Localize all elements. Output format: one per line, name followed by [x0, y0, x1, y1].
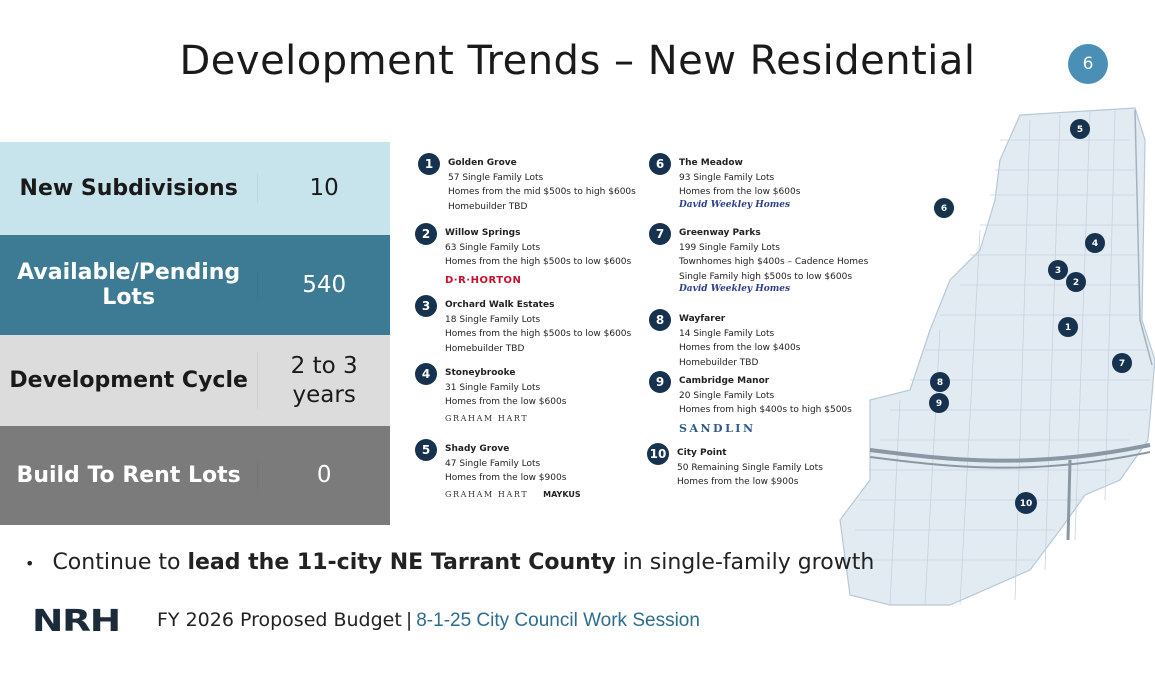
subdivision-detail: 57 Single Family Lots — [448, 172, 544, 183]
subdivision-item: 6 The Meadow 93 Single Family Lots Homes… — [649, 153, 801, 211]
subdivision-name: Golden Grove — [448, 158, 517, 168]
builder-logo: GRAHAM HART — [445, 413, 529, 423]
builder-logos: GRAHAM HART MAYKUS — [445, 488, 581, 503]
subdivision-name: The Meadow — [679, 158, 743, 168]
bullet-text: in single-family growth — [615, 550, 875, 575]
map-marker-badge: 2 — [415, 223, 437, 245]
subdivision-detail: Homes from the low $600s — [445, 397, 567, 407]
subdivision-item: 3 Orchard Walk Estates 18 Single Family … — [415, 295, 632, 356]
subdivision-item: 4 Stoneybrooke 31 Single Family Lots Hom… — [415, 363, 567, 426]
subdivision-item: 8 Wayfarer 14 Single Family Lots Homes f… — [649, 309, 801, 370]
stat-row: New Subdivisions 10 — [0, 142, 390, 235]
svg-text:2: 2 — [1073, 278, 1079, 288]
svg-text:4: 4 — [1092, 239, 1098, 249]
map-marker-badge: 1 — [418, 153, 440, 175]
subdivision-detail: Homes from the mid $500s to high $600s — [448, 187, 636, 197]
summary-bullet: • Continue to lead the 11-city NE Tarrant… — [25, 550, 874, 575]
subdivision-detail: Homes from the high $500s to low $600s — [445, 257, 632, 267]
svg-text:5: 5 — [1077, 125, 1083, 135]
footer-separator: | — [405, 609, 413, 631]
map-marker-badge: 8 — [649, 309, 671, 331]
bullet-emphasis: lead the 11-city NE Tarrant County — [187, 550, 616, 575]
svg-text:1: 1 — [1065, 323, 1071, 333]
subdivision-item: 2 Willow Springs 63 Single Family Lots H… — [415, 223, 632, 288]
subdivision-detail: 199 Single Family Lots — [679, 242, 780, 253]
subdivision-name: Stoneybrooke — [445, 368, 516, 378]
subdivision-detail: Single Family high $500s to low $600s — [679, 271, 853, 282]
stats-table: New Subdivisions 10 Available/Pending Lo… — [0, 142, 390, 525]
subdivision-item: 7 Greenway Parks 199 Single Family Lots … — [649, 223, 869, 295]
subdivision-detail: Homes from the low $900s — [677, 477, 799, 487]
map-marker-badge: 6 — [649, 153, 671, 175]
svg-text:3: 3 — [1055, 266, 1061, 276]
subdivision-detail: 18 Single Family Lots — [445, 314, 541, 325]
subdivision-detail: 93 Single Family Lots — [679, 172, 775, 183]
subdivision-name: Wayfarer — [679, 314, 726, 324]
subdivision-detail: 14 Single Family Lots — [679, 328, 775, 339]
map-marker-badge: 3 — [415, 295, 437, 317]
stat-row: Development Cycle 2 to 3 years — [0, 335, 390, 426]
stat-value: 10 — [257, 174, 390, 203]
bullet-glyph: • — [25, 554, 35, 573]
bullet-text: Continue to — [52, 550, 188, 575]
svg-text:6: 6 — [941, 204, 947, 214]
footer-session-label: 8-1-25 City Council Work Session — [416, 610, 700, 631]
builder-logo: David Weekley Homes — [679, 284, 791, 294]
svg-text:8: 8 — [937, 378, 943, 388]
stat-label: Development Cycle — [9, 367, 248, 393]
map-marker-badge: 4 — [415, 363, 437, 385]
map-marker-badge: 10 — [647, 443, 669, 465]
subdivision-name: Orchard Walk Estates — [445, 300, 555, 310]
stat-label: New Subdivisions — [19, 175, 238, 201]
stat-row: Available/Pending Lots 540 — [0, 235, 390, 335]
subdivision-name: Willow Springs — [445, 228, 521, 238]
map-marker-badge: 7 — [649, 223, 671, 245]
subdivision-detail: Homes from the low $400s — [679, 343, 801, 353]
builder-logo: D·R·HORTON — [445, 274, 522, 286]
footer: FY 2026 Proposed Budget | 8-1-25 City Coun… — [157, 609, 700, 632]
stat-label: Build To Rent Lots — [16, 462, 241, 488]
subdivision-name: Cambridge Manor — [679, 376, 770, 386]
builder-logo: GRAHAM HART — [445, 489, 529, 499]
stat-row: Build To Rent Lots 0 — [0, 426, 390, 525]
subdivision-detail: 63 Single Family Lots — [445, 242, 541, 253]
subdivision-detail: Homebuilder TBD — [679, 357, 759, 368]
svg-text:9: 9 — [936, 399, 942, 409]
svg-text:7: 7 — [1119, 359, 1125, 369]
subdivision-detail: 47 Single Family Lots — [445, 458, 541, 469]
page-number-badge: 6 — [1068, 44, 1108, 84]
subdivision-item: 10 City Point 50 Remaining Single Family… — [647, 443, 823, 490]
nrh-logo: NRH — [32, 604, 121, 639]
city-map: 5 6 4 3 2 1 7 8 9 10 — [839, 107, 1155, 606]
subdivision-item: 5 Shady Grove 47 Single Family Lots Home… — [415, 439, 581, 503]
svg-text:10: 10 — [1020, 499, 1033, 509]
slide-title: Development Trends – New Residential — [179, 38, 976, 84]
subdivision-detail: Homes from high $400s to high $500s — [679, 405, 852, 415]
subdivision-detail: Homes from the low $600s — [679, 187, 801, 197]
stat-value: 2 to 3 years — [257, 351, 390, 410]
subdivision-detail: Homebuilder TBD — [448, 201, 528, 212]
stat-value: 0 — [257, 461, 390, 490]
subdivision-item: 9 Cambridge Manor 20 Single Family Lots … — [649, 371, 852, 436]
subdivision-detail: 50 Remaining Single Family Lots — [677, 462, 823, 473]
stat-label: Available/Pending Lots — [17, 259, 241, 310]
subdivision-detail: Townhomes high $400s – Cadence Homes — [679, 257, 869, 267]
subdivision-item: 1 Golden Grove 57 Single Family Lots Hom… — [418, 153, 636, 214]
subdivision-detail: Homes from the high $500s to low $600s — [445, 329, 632, 339]
map-marker-badge: 9 — [649, 371, 671, 393]
subdivision-name: City Point — [677, 448, 727, 458]
subdivision-detail: 31 Single Family Lots — [445, 382, 541, 393]
builder-logo: SANDLIN — [679, 421, 756, 435]
builder-logo: David Weekley Homes — [679, 199, 791, 210]
subdivision-detail: Homes from the low $900s — [445, 473, 567, 483]
map-marker-badge: 5 — [415, 439, 437, 461]
subdivision-name: Greenway Parks — [679, 228, 761, 238]
subdivision-detail: Homebuilder TBD — [445, 343, 525, 354]
subdivision-detail: 20 Single Family Lots — [679, 390, 775, 401]
subdivision-name: Shady Grove — [445, 444, 510, 454]
footer-budget-label: FY 2026 Proposed Budget — [157, 609, 402, 631]
builder-logo: MAYKUS — [543, 489, 581, 499]
stat-value: 540 — [257, 270, 390, 300]
